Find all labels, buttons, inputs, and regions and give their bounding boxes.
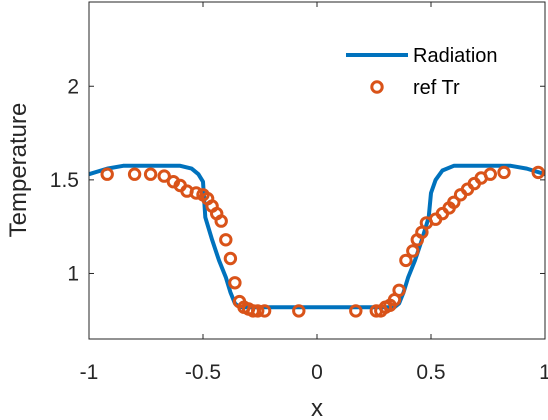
legend-label-radiation: Radiation xyxy=(413,45,498,67)
ref-tr-point xyxy=(447,195,461,210)
legend-marker-ref-tr xyxy=(370,80,384,94)
ref-tr-point xyxy=(406,244,420,258)
ref-tr-point xyxy=(257,304,272,318)
ref-tr-point xyxy=(228,276,242,290)
legend: Radiation ref Tr xyxy=(346,45,498,99)
ref-tr-point xyxy=(214,214,228,228)
legend-label-ref-tr: ref Tr xyxy=(413,77,460,99)
ref-tr-point xyxy=(292,304,306,318)
x-tick-label: 1 xyxy=(539,361,548,384)
ref-tr-point xyxy=(143,167,158,181)
y-tick-label: 2 xyxy=(67,75,79,98)
ref-tr-point xyxy=(189,186,203,200)
y-tick-label: 1 xyxy=(67,262,79,285)
ref-tr-point xyxy=(483,167,497,181)
ref-tr-point xyxy=(157,169,171,183)
ref-tr-point xyxy=(497,165,511,180)
ref-tr-point xyxy=(399,253,413,268)
x-tick-label: -1 xyxy=(80,361,99,384)
ref-tr-point xyxy=(251,304,265,318)
ticks-layer: -1 -0.5 0 0.5 1 1 1.5 2 xyxy=(50,2,548,384)
x-tick-label: 0 xyxy=(311,361,323,384)
ref-tr-point xyxy=(531,165,545,180)
ref-tr-point xyxy=(392,283,406,297)
y-tick-label: 1.5 xyxy=(50,169,79,192)
ref-tr-point xyxy=(219,233,233,247)
ref-tr-point xyxy=(223,251,238,266)
ref-tr-point xyxy=(349,304,363,318)
x-tick-label: -0.5 xyxy=(185,361,221,384)
x-tick-label: 0.5 xyxy=(416,361,445,384)
series-line-radiation xyxy=(88,163,546,310)
ref-tr-point xyxy=(100,167,114,181)
series-layer xyxy=(88,163,546,318)
ref-tr-point xyxy=(127,167,142,181)
x-axis-label: x xyxy=(311,395,323,420)
y-axis-label: Temperature xyxy=(5,103,32,238)
